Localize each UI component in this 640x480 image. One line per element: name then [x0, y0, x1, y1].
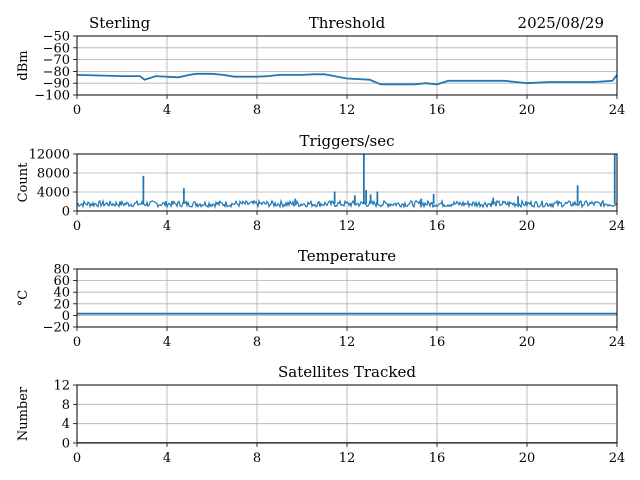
threshold-xtick-label: 20 — [519, 103, 536, 118]
satellites-tracked-xtick-label: 0 — [73, 451, 81, 466]
satellites-tracked-ylabel: Number — [16, 386, 31, 441]
threshold-ytick-label: −100 — [34, 89, 70, 104]
triggers-sec-series-line — [77, 198, 617, 209]
threshold-series-line — [77, 72, 617, 86]
satellites-tracked-ytick-label: 4 — [62, 417, 70, 432]
triggers-sec-xtick-label: 8 — [253, 219, 261, 234]
satellites-tracked-xtick-label: 24 — [609, 451, 626, 466]
triggers-sec-data — [77, 154, 617, 209]
satellites-tracked-ytick-label: 12 — [53, 379, 70, 394]
satellites-tracked-xtick-label: 8 — [253, 451, 261, 466]
satellites-tracked-axes-frame — [76, 384, 618, 444]
triggers-sec-xtick-label: 12 — [339, 219, 356, 234]
threshold-xtick-label: 8 — [253, 103, 261, 118]
temperature-xtick-label: 16 — [429, 335, 446, 350]
threshold-data — [77, 72, 617, 86]
satellites-tracked-ytick-label: 0 — [62, 437, 70, 452]
temperature-xtick-label: 8 — [253, 335, 261, 350]
threshold-ylabel: dBm — [16, 50, 31, 80]
triggers-sec-ytick-label: 12000 — [29, 148, 70, 163]
triggers-sec-title: Triggers/sec — [300, 132, 395, 150]
triggers-sec-xtick-label: 20 — [519, 219, 536, 234]
triggers-sec-axes-frame — [76, 153, 618, 212]
satellites-tracked-panel: 0 4 8 12 0 4 8 12 16 20 24 Satellites Tracked Number — [16, 363, 625, 466]
triggers-sec-xtick-label: 24 — [609, 219, 626, 234]
triggers-sec-ytick-label: 8000 — [37, 167, 70, 182]
satellites-tracked-xtick-label: 12 — [339, 451, 356, 466]
threshold-xtick-label: 0 — [73, 103, 81, 118]
temperature-xtick-label: 12 — [339, 335, 356, 350]
threshold-ytick-label: −80 — [43, 65, 70, 80]
threshold-ytick-label: −60 — [43, 41, 70, 56]
satellites-tracked-title: Satellites Tracked — [278, 363, 416, 381]
temperature-axes-frame — [76, 268, 618, 328]
triggers-sec-ylabel: Count — [16, 162, 31, 203]
temperature-xtick-label: 4 — [163, 335, 171, 350]
threshold-xtick-label: 24 — [609, 103, 626, 118]
satellites-tracked-xtick-label: 20 — [519, 451, 536, 466]
satellites-tracked-xtick-label: 4 — [163, 451, 171, 466]
satellites-tracked-xtick-label: 16 — [429, 451, 446, 466]
temperature-xtick-label: 0 — [73, 335, 81, 350]
threshold-ytick-label: −50 — [43, 30, 70, 45]
triggers-sec-xtick-label: 4 — [163, 219, 171, 234]
temperature-ylabel: °C — [16, 290, 31, 307]
threshold-ytick-label: −70 — [43, 53, 70, 68]
station-name: Sterling — [89, 14, 151, 32]
satellites-tracked-ytick-label: 8 — [62, 398, 70, 413]
triggers-sec-panel: 0 4000 8000 12000 0 4 8 12 16 20 24 Triggers/sec Cou… — [16, 132, 625, 234]
temperature-ytick-label: −20 — [43, 321, 70, 336]
threshold-ytick-label: −90 — [43, 77, 70, 92]
threshold-panel: −100−90−80−70−60−50 0 4 8 12 16 20 24 Threshold d… — [16, 14, 625, 118]
triggers-sec-ytick-label: 4000 — [37, 186, 70, 201]
temperature-ytick-label: 0 — [62, 309, 70, 324]
report-date: 2025/08/29 — [518, 14, 604, 32]
threshold-xtick-label: 12 — [339, 103, 356, 118]
temperature-xtick-label: 24 — [609, 335, 626, 350]
threshold-axes-frame — [76, 35, 618, 96]
temperature-ytick-label: 60 — [53, 274, 70, 289]
threshold-xtick-label: 16 — [429, 103, 446, 118]
temperature-title: Temperature — [298, 247, 396, 265]
triggers-sec-xtick-label: 0 — [73, 219, 81, 234]
temperature-ytick-label: 20 — [53, 297, 70, 312]
temperature-ytick-label: 40 — [53, 286, 70, 301]
threshold-xtick-label: 4 — [163, 103, 171, 118]
chart-panels: −100−90−80−70−60−50 0 4 8 12 16 20 24 Threshold d… — [16, 14, 625, 466]
threshold-title: Threshold — [309, 14, 386, 32]
triggers-sec-xtick-label: 16 — [429, 219, 446, 234]
temperature-ytick-label: 80 — [53, 263, 70, 278]
temperature-xtick-label: 20 — [519, 335, 536, 350]
triggers-sec-ytick-label: 0 — [62, 205, 70, 220]
